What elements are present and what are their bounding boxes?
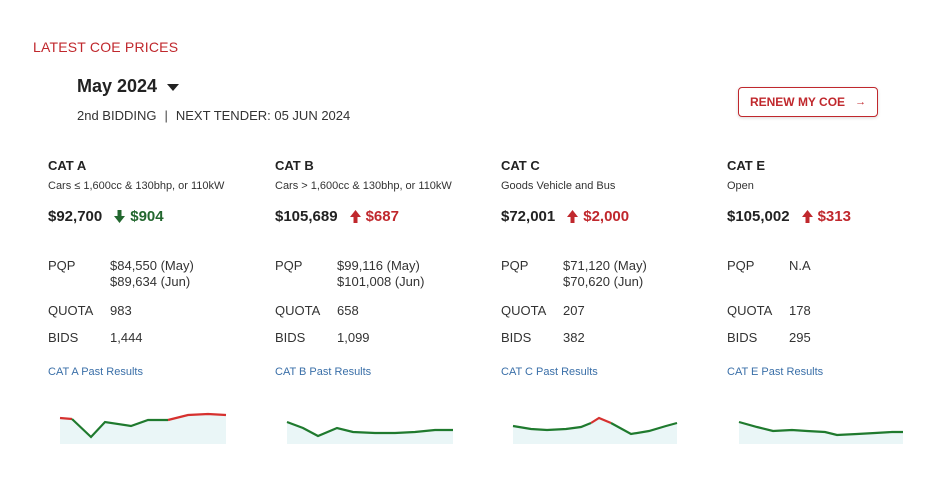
bids-label: BIDS: [275, 330, 306, 345]
past-results-link[interactable]: CAT E Past Results: [727, 366, 824, 378]
price-row: $72,001 $2,000: [501, 208, 629, 225]
renew-coe-label: RENEW MY COE: [749, 95, 846, 109]
category-description: Goods Vehicle and Bus: [501, 180, 616, 192]
quota-label: QUOTA: [48, 303, 94, 318]
pqp-label: PQP: [501, 258, 529, 273]
price-change-value: $2,000: [583, 208, 630, 225]
quota-label: QUOTA: [727, 303, 773, 318]
quota-value: 178: [789, 303, 811, 318]
past-results-link[interactable]: CAT A Past Results: [48, 366, 143, 378]
price-row: $92,700 $904: [48, 208, 164, 225]
category-name: CAT E: [727, 158, 766, 173]
category-description: Open: [727, 180, 754, 192]
bids-label: BIDS: [501, 330, 532, 345]
price-row: $105,689 $687: [275, 208, 399, 225]
bids-label: BIDS: [48, 330, 79, 345]
month-label: May 2024: [77, 76, 158, 96]
coe-price: $105,002: [727, 208, 790, 225]
caret-down-icon: [167, 84, 180, 91]
category-name: CAT B: [275, 158, 314, 173]
arrow-down-icon: [114, 210, 126, 223]
bids-value: 382: [563, 330, 585, 345]
next-tender: NEXT TENDER: 05 JUN 2024: [175, 108, 351, 123]
sparkline-cat-c: [512, 416, 678, 444]
pqp-value: N.A: [789, 258, 811, 273]
month-selector[interactable]: May 2024: [77, 76, 180, 97]
price-change-value: $687: [365, 208, 399, 225]
coe-price: $105,689: [275, 208, 338, 225]
sparkline-cat-a: [59, 412, 227, 444]
bidding-round: 2nd BIDDING: [77, 108, 157, 123]
renew-coe-button[interactable]: RENEW MY COE →: [738, 87, 878, 117]
pqp-value-may: $99,116 (May): [337, 258, 420, 273]
bids-value: 1,099: [337, 330, 370, 345]
category-description: Cars ≤ 1,600cc & 130bhp, or 110kW: [48, 180, 225, 192]
separator: |: [164, 108, 168, 123]
bids-label: BIDS: [727, 330, 758, 345]
pqp-value-may: $71,120 (May): [563, 258, 647, 273]
bids-value: 295: [789, 330, 811, 345]
bids-value: 1,444: [110, 330, 143, 345]
arrow-up-icon: [349, 210, 361, 223]
sparkline-cat-e: [738, 420, 903, 444]
price-change: $904: [114, 208, 164, 225]
category-name: CAT C: [501, 158, 540, 173]
sparkline-cat-b: [286, 420, 453, 444]
price-change: $313: [801, 208, 851, 225]
bidding-info: 2nd BIDDING | NEXT TENDER: 05 JUN 2024: [77, 108, 350, 123]
quota-value: 658: [337, 303, 359, 318]
price-change: $2,000: [567, 208, 629, 225]
price-change-value: $904: [130, 208, 164, 225]
quota-value: 983: [110, 303, 132, 318]
past-results-link[interactable]: CAT C Past Results: [501, 366, 598, 378]
category-name: CAT A: [48, 158, 87, 173]
price-change: $687: [349, 208, 399, 225]
coe-price: $92,700: [48, 208, 103, 225]
category-description: Cars > 1,600cc & 130bhp, or 110kW: [275, 180, 452, 192]
coe-price: $72,001: [501, 208, 556, 225]
quota-value: 207: [563, 303, 585, 318]
arrow-right-icon: →: [855, 96, 867, 108]
pqp-value-jun: $89,634 (Jun): [110, 274, 191, 289]
price-change-value: $313: [817, 208, 851, 225]
past-results-link[interactable]: CAT B Past Results: [275, 366, 372, 378]
pqp-value-jun: $101,008 (Jun): [337, 274, 425, 289]
arrow-up-icon: [567, 210, 579, 223]
arrow-up-icon: [801, 210, 813, 223]
section-title: LATEST COE PRICES: [33, 39, 179, 55]
quota-label: QUOTA: [501, 303, 547, 318]
quota-label: QUOTA: [275, 303, 321, 318]
pqp-value-may: $84,550 (May): [110, 258, 194, 273]
pqp-label: PQP: [727, 258, 755, 273]
price-row: $105,002 $313: [727, 208, 851, 225]
pqp-label: PQP: [48, 258, 76, 273]
pqp-label: PQP: [275, 258, 303, 273]
pqp-value-jun: $70,620 (Jun): [563, 274, 644, 289]
